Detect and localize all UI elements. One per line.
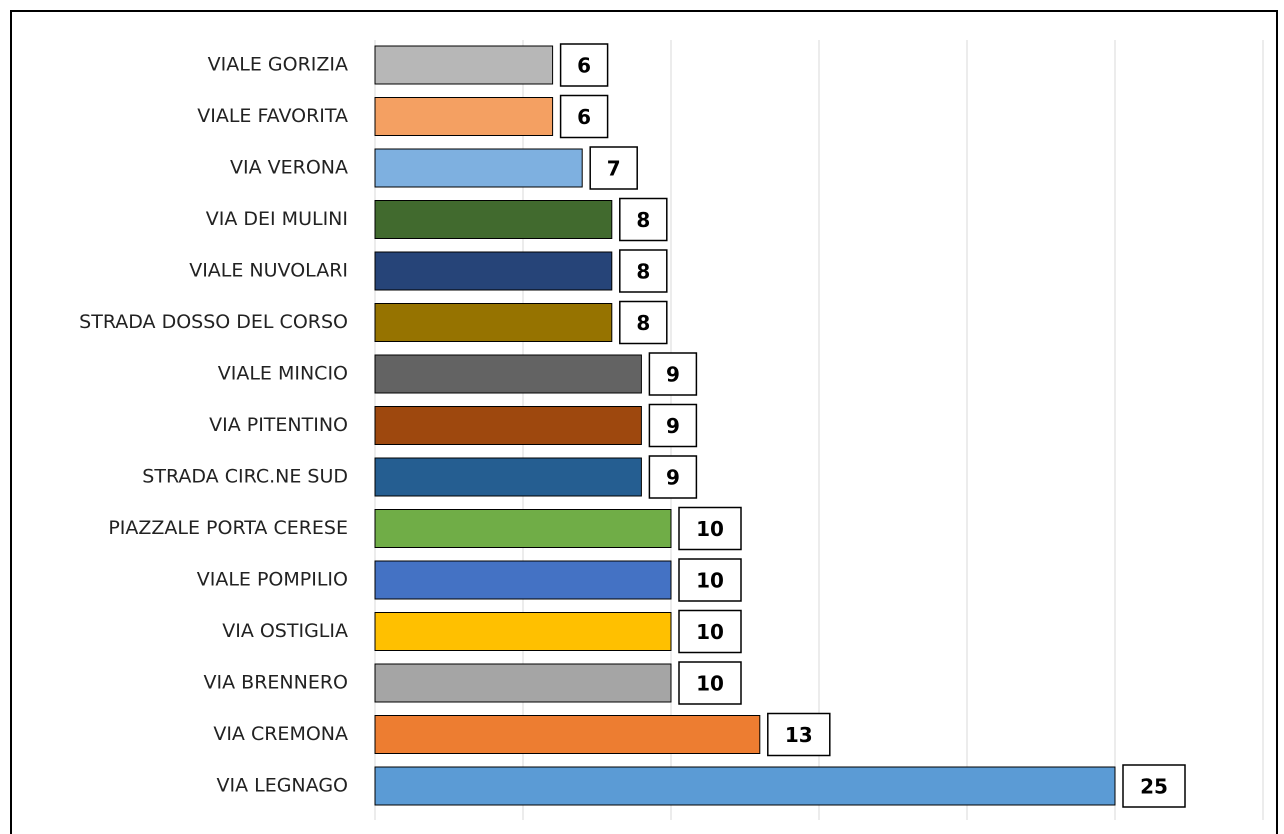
y-tick-label: VIALE NUVOLARI bbox=[189, 260, 348, 282]
y-tick-label: STRADA CIRC.NE SUD bbox=[142, 466, 348, 488]
y-tick-label: STRADA DOSSO DEL CORSO bbox=[79, 311, 348, 333]
bar bbox=[374, 457, 642, 497]
bar bbox=[374, 715, 761, 754]
value-label: 13 bbox=[785, 723, 813, 747]
value-label: 10 bbox=[696, 517, 724, 541]
value-label: 8 bbox=[636, 260, 650, 284]
y-tick-label: VIA OSTIGLIA bbox=[222, 620, 348, 642]
bar bbox=[374, 663, 672, 703]
value-label: 10 bbox=[696, 569, 724, 593]
value-label: 25 bbox=[1140, 775, 1168, 799]
value-label: 10 bbox=[696, 620, 724, 644]
y-tick-label: VIALE GORIZIA bbox=[208, 54, 348, 76]
value-label: 6 bbox=[577, 54, 591, 78]
y-tick-label: VIA BRENNERO bbox=[204, 672, 348, 694]
bar bbox=[374, 612, 672, 651]
y-tick-label: VIA LEGNAGO bbox=[216, 775, 348, 797]
value-label-box bbox=[648, 455, 698, 499]
y-tick-label: VIA DEI MULINI bbox=[206, 208, 348, 230]
value-label-box bbox=[589, 146, 638, 190]
value-label: 8 bbox=[636, 311, 650, 335]
value-label-box bbox=[678, 506, 742, 551]
bar bbox=[374, 45, 554, 85]
bar bbox=[374, 148, 583, 188]
bar bbox=[374, 97, 554, 136]
y-tick-label: VIA VERONA bbox=[230, 157, 348, 179]
y-tick-label: VIALE MINCIO bbox=[218, 363, 348, 385]
y-tick-label: PIAZZALE PORTA CERESE bbox=[108, 517, 348, 539]
value-label: 9 bbox=[666, 414, 680, 438]
value-label: 9 bbox=[666, 363, 680, 387]
bar bbox=[374, 251, 613, 291]
bar bbox=[374, 509, 672, 548]
value-label-box bbox=[619, 197, 668, 242]
value-label-box bbox=[559, 94, 609, 139]
frame bbox=[10, 10, 1278, 834]
value-label-box bbox=[678, 609, 742, 654]
value-label-box bbox=[767, 712, 831, 757]
y-tick-label: VIA PITENTINO bbox=[209, 414, 348, 436]
bar bbox=[374, 406, 642, 445]
bar bbox=[374, 200, 613, 239]
value-label-box bbox=[648, 403, 698, 448]
y-tick-label: VIALE POMPILIO bbox=[197, 569, 348, 591]
bar bbox=[374, 560, 672, 600]
value-label: 7 bbox=[607, 157, 621, 181]
value-label: 10 bbox=[696, 672, 724, 696]
bar bbox=[374, 354, 642, 394]
bar bbox=[374, 303, 613, 342]
value-label: 6 bbox=[577, 105, 591, 129]
value-label-box bbox=[678, 558, 742, 602]
value-label-box bbox=[1122, 764, 1186, 808]
y-tick-label: VIALE FAVORITA bbox=[197, 105, 348, 127]
value-label-box bbox=[559, 43, 609, 87]
value-label-box bbox=[678, 661, 742, 705]
y-tick-label: VIA CREMONA bbox=[213, 723, 348, 745]
value-label: 9 bbox=[666, 466, 680, 490]
value-label: 8 bbox=[636, 208, 650, 232]
value-label-box bbox=[648, 352, 698, 396]
value-label-box bbox=[619, 300, 668, 345]
value-label-box bbox=[619, 249, 668, 293]
bar bbox=[374, 766, 1116, 806]
